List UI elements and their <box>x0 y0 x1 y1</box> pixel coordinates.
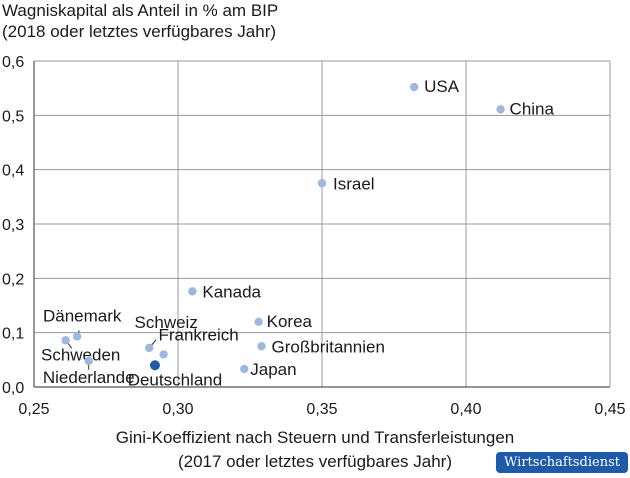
data-point <box>159 350 168 359</box>
data-label: Japan <box>250 360 296 379</box>
data-point <box>257 342 266 351</box>
data-point <box>188 287 197 296</box>
data-label: China <box>510 99 555 118</box>
data-point <box>496 105 505 114</box>
chart-title: Wagniskapital als Anteil in % am BIP <box>2 1 279 20</box>
data-label: Kanada <box>202 282 261 301</box>
x-tick-label: 0,45 <box>594 401 625 418</box>
x-tick-label: 0,40 <box>450 401 481 418</box>
data-label: Schweiz <box>135 313 198 332</box>
data-point <box>317 179 327 188</box>
x-tick-label: 0,35 <box>306 401 337 418</box>
y-tick-label: 0,6 <box>2 54 24 71</box>
y-tick-label: 0,3 <box>2 217 24 234</box>
y-tick-label: 0,4 <box>2 163 24 180</box>
data-label: Israel <box>333 174 375 193</box>
y-tick-label: 0,5 <box>2 108 24 125</box>
data-label: Niederlande <box>43 368 135 387</box>
data-point <box>73 332 82 341</box>
data-point <box>145 343 154 353</box>
data-label: Großbritannien <box>272 337 385 356</box>
data-point <box>240 364 249 374</box>
x-axis-label: Gini-Koeffizient nach Steuern und Transf… <box>115 428 515 447</box>
x-axis-sublabel: (2017 oder letztes verfügbares Jahr) <box>177 452 453 471</box>
y-tick-label: 0,2 <box>2 271 24 288</box>
data-label: Frankreich <box>158 325 238 344</box>
y-tick-label: 0,0 <box>2 380 24 397</box>
data-label: Deutschland <box>128 370 223 389</box>
x-tick-label: 0,30 <box>162 401 193 418</box>
wirtschaftsdienst-logo: Wirtschaftsdienst <box>496 452 628 473</box>
chart-subtitle: (2018 oder letztes verfügbares Jahr) <box>2 22 277 41</box>
data-label: Dänemark <box>43 306 122 325</box>
data-label: Schweden <box>41 345 120 364</box>
data-point <box>149 360 160 371</box>
data-point <box>409 82 419 92</box>
data-point <box>254 317 263 326</box>
data-label: USA <box>424 77 460 96</box>
data-point <box>84 356 93 366</box>
data-point <box>61 336 70 345</box>
y-tick-label: 0,1 <box>2 326 24 343</box>
x-tick-label: 0,25 <box>18 401 49 418</box>
data-label: Korea <box>267 312 313 331</box>
